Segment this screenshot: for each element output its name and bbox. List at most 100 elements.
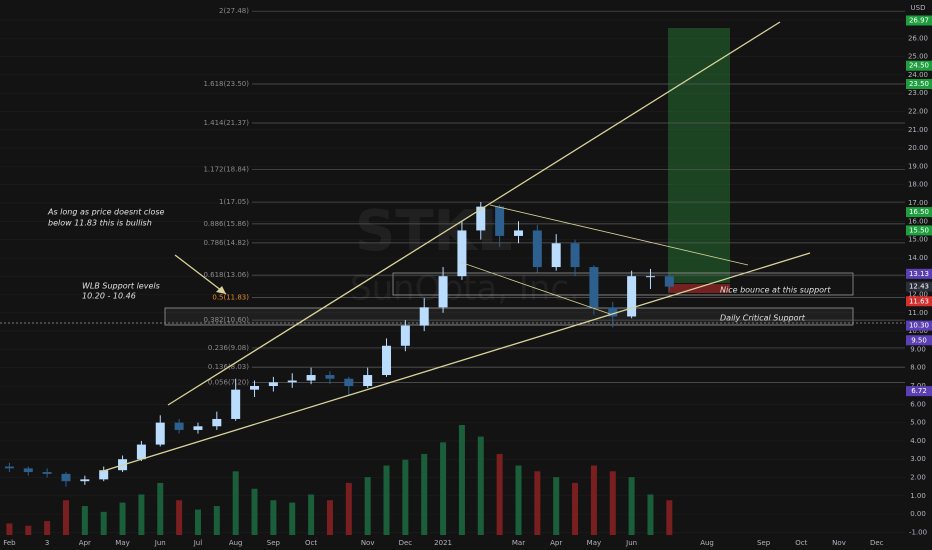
candle-body <box>155 422 165 445</box>
candle-body <box>4 466 14 469</box>
volume-bar <box>289 502 296 535</box>
arrow-head <box>216 286 226 294</box>
note: Daily Critical Support <box>720 314 806 323</box>
candle-body <box>589 267 599 308</box>
volume-bar <box>251 488 258 535</box>
volume-bar <box>176 500 183 535</box>
volume-bar <box>515 465 522 535</box>
volume-bar <box>666 500 673 535</box>
volume-bar <box>534 471 541 535</box>
y-tick-label: 15.00 <box>908 236 928 244</box>
price-label-box <box>906 15 932 26</box>
candle-body <box>80 479 90 482</box>
candle-body <box>325 375 335 379</box>
watermark-symbol: STKL <box>355 199 513 264</box>
price-label: 24.50 <box>909 62 929 70</box>
volume-bar <box>440 442 447 535</box>
candle-body <box>419 307 429 326</box>
price-label: 10.30 <box>909 322 929 330</box>
candle-body <box>532 230 542 268</box>
price-label: 15.50 <box>909 226 929 234</box>
candle-body <box>250 386 260 390</box>
price-label-box <box>906 335 932 346</box>
volume-bar <box>270 500 277 535</box>
candle-body <box>306 375 316 381</box>
critical-support-box <box>164 307 854 326</box>
candle-body <box>627 276 637 317</box>
volume-bar <box>402 459 409 535</box>
price-label: 12.43 <box>909 283 929 291</box>
fib-label: 1.172(18.84) <box>203 165 249 173</box>
x-tick-label: Aug <box>700 539 714 547</box>
y-tick-label: 12.00 <box>908 290 928 298</box>
y-tick-label: 6.00 <box>910 400 926 408</box>
y-tick-label: 5.00 <box>910 419 926 427</box>
price-label: 16.50 <box>909 208 929 216</box>
candle-body <box>287 380 297 383</box>
volume-bar <box>345 482 352 535</box>
candle-body <box>476 206 486 231</box>
grid <box>0 19 905 533</box>
volume-bar <box>157 482 164 535</box>
price-label-box <box>906 60 932 71</box>
fib-label: 0.886(15.86) <box>203 220 249 228</box>
y-tick-label: 16.00 <box>908 217 928 225</box>
x-tick-label: Feb <box>3 539 16 547</box>
volume-bar <box>194 509 201 535</box>
volume-bar <box>119 502 126 535</box>
y-tick-label: 26.00 <box>908 34 928 42</box>
x-tick-label: Mar <box>512 539 525 547</box>
volume-bar <box>383 465 390 535</box>
x-tick-label: Jul <box>193 539 203 547</box>
x-tick-label: Oct <box>305 539 317 547</box>
candle-body <box>400 325 410 346</box>
note: As long as price doesnt close <box>47 208 165 217</box>
lower-trendline <box>99 252 811 473</box>
candle-body <box>136 444 146 460</box>
price-label: 23.50 <box>909 80 929 88</box>
candle-body <box>212 418 222 427</box>
volume-bar <box>477 436 484 535</box>
volume-bar <box>213 506 220 535</box>
candle-body <box>551 243 561 268</box>
volume-bar <box>590 465 597 535</box>
note: below 11.83 this is bullish <box>48 219 152 228</box>
y-tick-label: 19.00 <box>908 162 928 170</box>
volume-bar <box>496 453 503 535</box>
candles <box>4 202 674 535</box>
y-tick-label: 10.00 <box>908 327 928 335</box>
y-tick-label: 20.00 <box>908 144 928 152</box>
price-label-box <box>906 225 932 236</box>
candle-body <box>42 472 52 474</box>
note: WLB Support levels <box>82 282 160 291</box>
volume-bar <box>62 500 69 535</box>
y-tick-label: 8.00 <box>910 364 926 372</box>
volume-bar <box>308 494 315 535</box>
volume-bar <box>44 521 51 535</box>
y-tick-label: 23.00 <box>908 89 928 97</box>
volume-bar <box>138 494 145 535</box>
candle-body <box>570 243 580 268</box>
upper-trendline <box>167 21 781 406</box>
volume-bar <box>421 453 428 535</box>
candle-body <box>344 378 354 387</box>
candle-body <box>664 276 674 287</box>
candle-body <box>23 468 33 473</box>
arrow <box>174 254 227 295</box>
x-tick-label: Jun <box>625 539 637 547</box>
y-tick-label: 3.00 <box>910 455 926 463</box>
y-tick-label: 9.00 <box>910 345 926 353</box>
support-box <box>392 272 854 296</box>
y-tick-label: 2.00 <box>910 474 926 482</box>
volume-bar <box>553 477 560 535</box>
note: 10.20 - 10.46 <box>82 292 136 301</box>
y-tick-label: 1.00 <box>910 492 926 500</box>
fib-label: 0.236(9.08) <box>208 344 249 352</box>
y-tick-label: 25.00 <box>908 53 928 61</box>
x-tick-label: May <box>115 539 129 547</box>
price-label-box <box>906 207 932 218</box>
candle-body <box>193 426 203 430</box>
candle-body <box>99 470 109 480</box>
y-tick-label: 18.00 <box>908 181 928 189</box>
